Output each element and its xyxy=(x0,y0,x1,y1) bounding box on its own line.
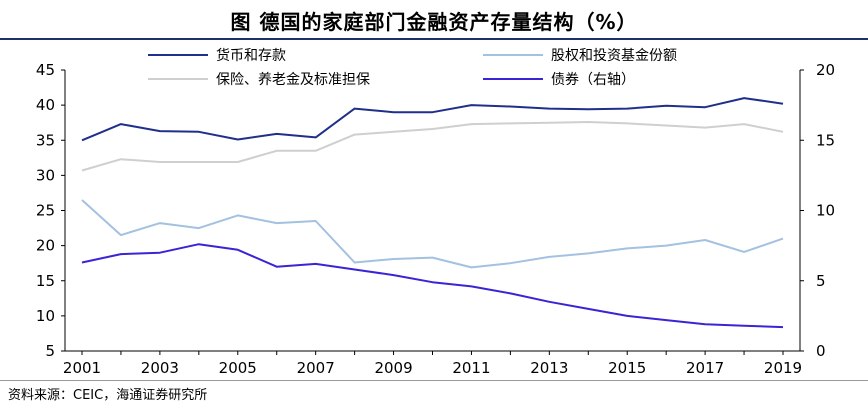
x-tick-label: 2001 xyxy=(63,359,101,377)
legend-label: 股权和投资基金份额 xyxy=(551,47,677,64)
series-line-1 xyxy=(81,199,784,269)
left-tick-label: 35 xyxy=(36,131,55,149)
page-title: 图 德国的家庭部门金融资产存量结构（%） xyxy=(230,10,638,34)
x-tick-label: 2005 xyxy=(219,359,257,377)
left-tick-label: 40 xyxy=(36,96,55,114)
x-tick-label: 2017 xyxy=(686,359,724,377)
legend-label: 货币和存款 xyxy=(216,47,286,64)
left-tick-label: 20 xyxy=(36,237,55,255)
x-tick-label: 2003 xyxy=(141,359,179,377)
series-line-3 xyxy=(81,243,784,329)
left-tick-label: 45 xyxy=(36,61,55,79)
right-tick-label: 15 xyxy=(816,131,835,149)
footer-divider xyxy=(0,380,868,381)
x-tick-label: 2011 xyxy=(452,359,490,377)
left-tick-label: 10 xyxy=(36,307,55,325)
line-chart: 5 10 15 20 25 30 35 40 45 0 5 10 15 20 2001 2003 2005 200… xyxy=(36,47,835,377)
left-tick-label: 25 xyxy=(36,202,55,220)
left-tick-label: 5 xyxy=(45,342,55,360)
right-tick-label: 0 xyxy=(816,342,826,360)
x-tick-label: 2013 xyxy=(530,359,568,377)
source-note: 资料来源：CEIC，海通证券研究所 xyxy=(8,388,208,403)
x-tick-label: 2015 xyxy=(608,359,646,377)
series-line-0 xyxy=(81,97,784,142)
left-tick-label: 15 xyxy=(36,272,55,290)
right-tick-label: 20 xyxy=(816,61,835,79)
right-tick-label: 10 xyxy=(816,202,835,220)
series-line-2 xyxy=(81,121,784,172)
left-tick-label: 30 xyxy=(36,166,55,184)
x-tick-label: 2007 xyxy=(297,359,335,377)
title-bar: 图 德国的家庭部门金融资产存量结构（%） xyxy=(0,0,868,40)
x-tick-label: 2009 xyxy=(374,359,412,377)
legend-label: 债券（右轴） xyxy=(551,72,635,88)
legend-label: 保险、养老金及标准担保 xyxy=(216,72,370,88)
right-tick-label: 5 xyxy=(816,272,826,290)
x-tick-label: 2019 xyxy=(764,359,802,377)
